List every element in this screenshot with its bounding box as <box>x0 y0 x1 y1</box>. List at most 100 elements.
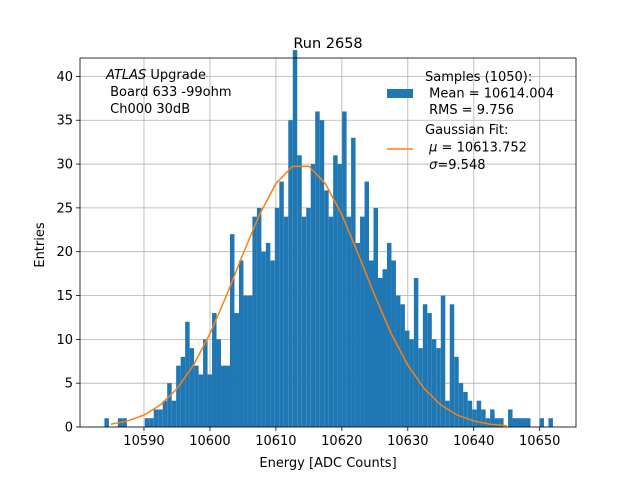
bar <box>274 207 280 427</box>
bar <box>238 260 244 427</box>
legend-label-part: = 10613.752 <box>437 141 526 156</box>
bar <box>158 409 163 427</box>
bar <box>476 400 482 427</box>
y-tick-label: 35 <box>56 114 73 129</box>
bar <box>247 295 253 427</box>
bar <box>261 251 266 427</box>
annotation-part: Ch000 30dB <box>106 102 190 117</box>
chart-title: Run 2658 <box>293 36 362 52</box>
bar <box>207 374 213 427</box>
x-tick-label: 10600 <box>189 434 230 449</box>
bar <box>292 50 298 428</box>
x-axis-label: Energy [ADC Counts] <box>259 456 396 471</box>
bar <box>234 313 239 427</box>
bar <box>310 164 316 427</box>
bar <box>342 111 347 427</box>
x-tick-label: 10650 <box>519 434 560 449</box>
bar <box>144 418 150 427</box>
bar <box>508 409 513 427</box>
bar <box>229 234 235 427</box>
annotation-part: Board 633 -99ohm <box>106 85 232 100</box>
bar <box>337 164 343 427</box>
legend-label: Mean = 10614.004 <box>425 87 554 102</box>
bar <box>333 155 338 427</box>
plot-area <box>104 50 553 428</box>
legend-label-part: Samples (1050): <box>425 70 532 85</box>
bar <box>328 216 334 427</box>
y-tick-label: 30 <box>56 158 73 173</box>
legend-label-part: =9.548 <box>437 158 485 173</box>
annotation-part: Upgrade <box>146 68 206 83</box>
bar <box>198 374 204 427</box>
annotation: Board 633 -99ohm <box>106 85 232 100</box>
bar <box>104 418 109 427</box>
bar <box>413 277 419 427</box>
bar <box>395 295 401 427</box>
bar <box>418 348 423 427</box>
bar <box>427 313 432 427</box>
bar <box>265 242 271 427</box>
legend-patch <box>387 89 413 98</box>
bar <box>391 260 396 427</box>
bar <box>436 348 441 427</box>
bar <box>422 304 428 427</box>
bar <box>373 207 378 427</box>
bar <box>382 269 387 427</box>
bar <box>243 295 248 427</box>
legend-label-part: μ <box>428 141 437 156</box>
fit-line <box>110 165 507 427</box>
bar <box>458 383 464 427</box>
bar <box>270 260 275 427</box>
bar <box>463 391 468 427</box>
x-tick-label: 10640 <box>453 434 494 449</box>
y-tick-label: 15 <box>56 289 73 304</box>
x-tick-label: 10610 <box>255 434 296 449</box>
bar <box>346 216 352 427</box>
bar <box>485 418 491 427</box>
y-tick-label: 0 <box>65 421 73 436</box>
bar <box>481 409 486 427</box>
bar <box>180 356 186 427</box>
y-tick-label: 10 <box>56 333 73 348</box>
bar <box>315 111 320 427</box>
bar <box>212 313 217 427</box>
bar <box>440 295 446 427</box>
legend-label: Samples (1050): <box>425 70 532 85</box>
y-tick-label: 25 <box>56 201 73 216</box>
bar <box>548 418 553 427</box>
bar <box>404 330 410 427</box>
bar <box>162 400 168 427</box>
legend-label-part: RMS = 9.756 <box>425 103 514 118</box>
legend-label-part: σ <box>429 158 438 173</box>
bar <box>279 181 284 427</box>
bar <box>526 418 531 427</box>
bar <box>472 409 477 427</box>
x-tick-label: 10630 <box>387 434 428 449</box>
bar <box>517 418 522 427</box>
bar <box>499 418 504 427</box>
bar <box>153 409 159 427</box>
legend-label: RMS = 9.756 <box>425 103 514 118</box>
bar <box>171 400 177 427</box>
plot-frame <box>79 57 577 428</box>
y-tick-label: 5 <box>65 377 73 392</box>
y-axis-label: Entries <box>33 222 48 268</box>
bar <box>386 242 392 427</box>
bar <box>369 260 374 427</box>
bar <box>494 418 500 427</box>
bar <box>252 216 257 427</box>
bar <box>521 418 527 427</box>
bar <box>149 418 154 427</box>
annotation: ATLAS Upgrade <box>105 68 206 83</box>
legend-label-part: Gaussian Fit: <box>425 123 508 138</box>
bar <box>301 216 307 427</box>
bar <box>216 339 222 427</box>
bar <box>351 137 356 427</box>
legend-label-part: Mean = 10614.004 <box>425 87 554 102</box>
legend-label: σ=9.548 <box>425 158 486 173</box>
y-tick-label: 20 <box>56 245 73 260</box>
bar <box>122 418 127 427</box>
bar <box>306 207 311 427</box>
bar <box>221 365 226 427</box>
